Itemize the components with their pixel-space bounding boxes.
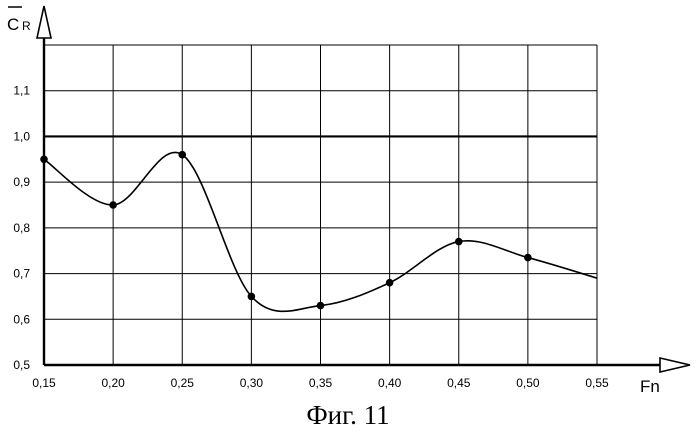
figure-caption: Фиг. 11 <box>306 400 389 430</box>
grid <box>44 45 597 365</box>
data-point <box>455 238 463 246</box>
data-point <box>178 151 186 159</box>
data-point <box>317 302 325 310</box>
y-tick-label: 0,8 <box>13 221 30 235</box>
x-tick-label: 0,40 <box>378 376 402 390</box>
x-tick-label: 0,50 <box>516 376 540 390</box>
x-tick-label: 0,20 <box>101 376 125 390</box>
x-tick-label: 0,35 <box>309 376 333 390</box>
y-tick-label: 1,1 <box>13 84 30 98</box>
data-point <box>386 279 394 287</box>
y-tick-labels: 0,5 0,6 0,7 0,8 0,9 1,0 1,1 <box>13 84 30 372</box>
y-tick-label: 0,9 <box>13 175 30 189</box>
y-axis-title-subscript: R <box>22 19 31 33</box>
data-point <box>524 254 532 262</box>
data-point <box>109 201 117 209</box>
x-axis-title: Fn <box>640 377 660 396</box>
y-axis-arrow <box>37 6 51 38</box>
x-tick-label: 0,25 <box>171 376 195 390</box>
y-tick-label: 1,0 <box>13 129 30 143</box>
y-axis-title: C <box>7 15 19 34</box>
data-point <box>40 155 48 163</box>
data-point <box>248 293 256 301</box>
x-axis-arrow <box>660 358 690 372</box>
y-tick-label: 0,7 <box>13 267 30 281</box>
y-tick-label: 0,5 <box>13 358 30 372</box>
x-tick-labels: 0,15 0,20 0,25 0,30 0,35 0,40 0,45 0,50 0,55 <box>32 376 609 390</box>
y-tick-label: 0,6 <box>13 312 30 326</box>
x-tick-label: 0,55 <box>585 376 609 390</box>
data-points <box>40 151 531 309</box>
x-tick-label: 0,30 <box>240 376 264 390</box>
x-tick-label: 0,15 <box>32 376 56 390</box>
x-tick-label: 0,45 <box>447 376 471 390</box>
